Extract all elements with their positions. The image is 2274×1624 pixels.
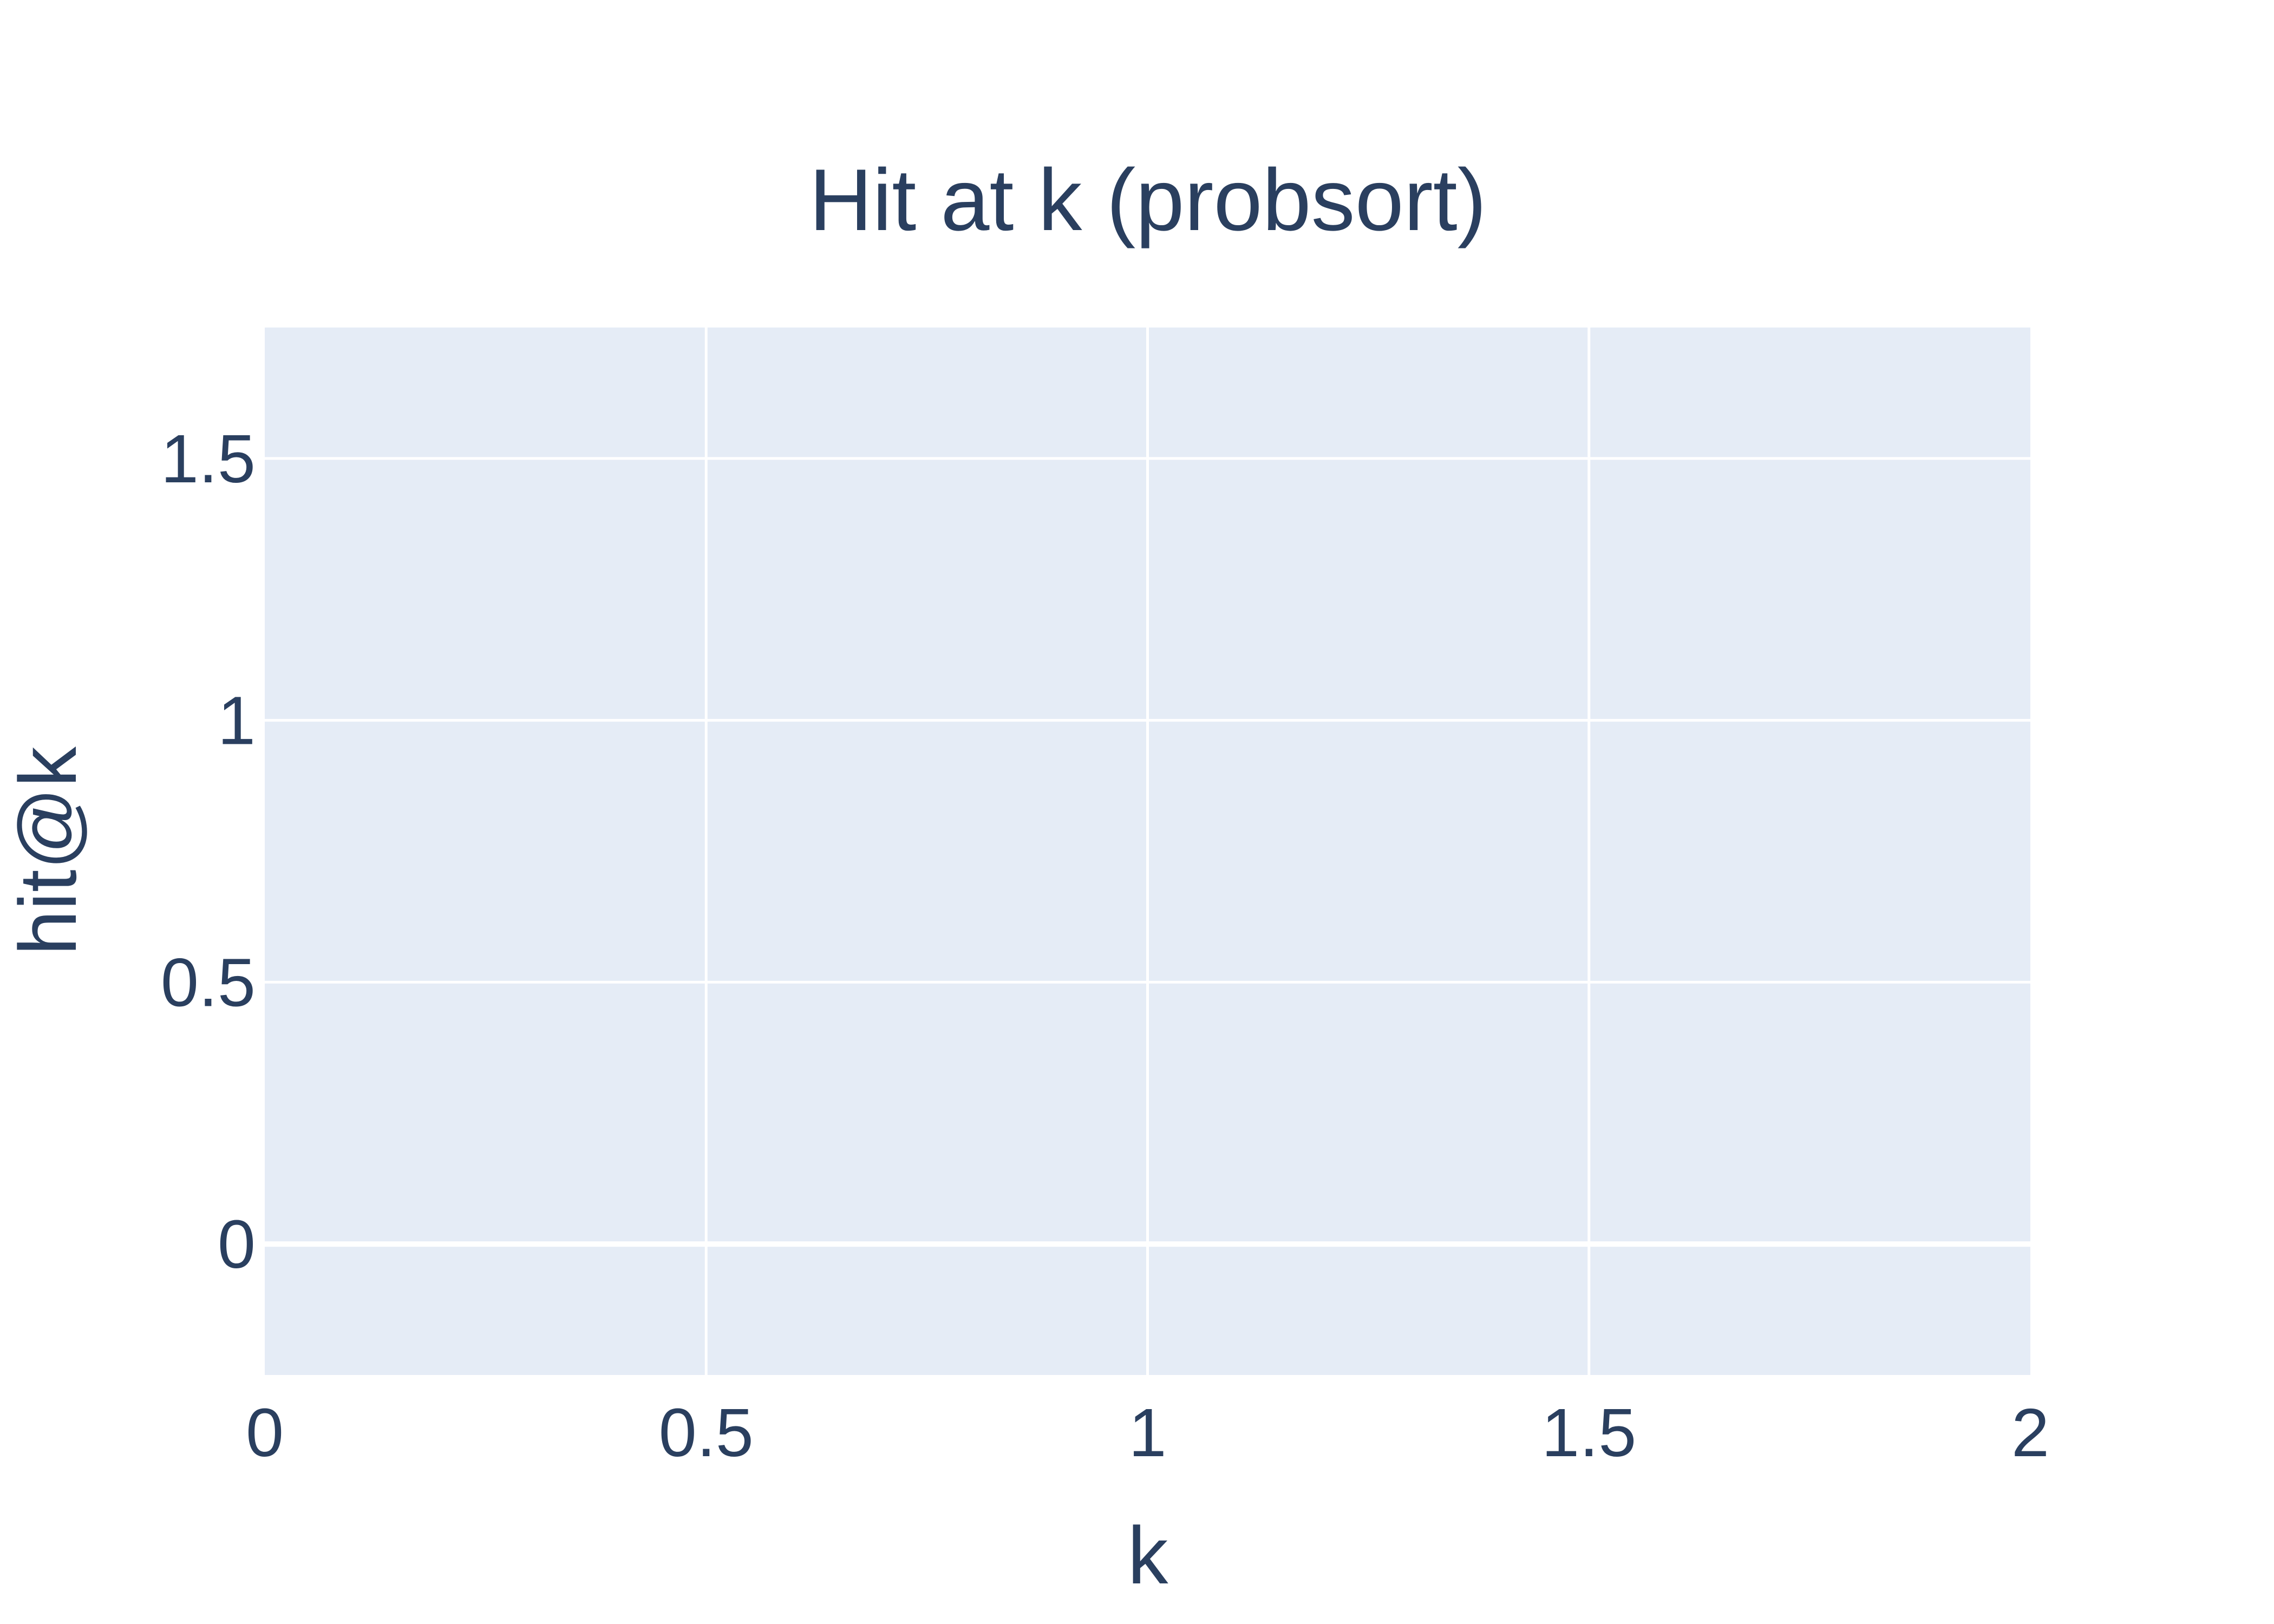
x-tick-label: 1 <box>1128 1394 1166 1471</box>
x-tick-label: 0 <box>246 1394 284 1471</box>
y-axis-title: hit@k <box>2 746 93 955</box>
chart-title: Hit at k (probsort) <box>809 151 1486 249</box>
x-tick-labels: 0 0.5 1 1.5 2 <box>246 1394 2049 1471</box>
y-tick-labels: 0 0.5 1 1.5 <box>161 421 256 1282</box>
y-tick-label: 0 <box>218 1206 256 1282</box>
y-tick-label: 0.5 <box>161 944 256 1020</box>
y-tick-label: 1 <box>218 683 256 759</box>
x-tick-label: 1.5 <box>1541 1394 1636 1471</box>
x-axis-title: k <box>1128 1510 1169 1601</box>
x-tick-label: 0.5 <box>659 1394 754 1471</box>
y-tick-label: 1.5 <box>161 421 256 497</box>
grid-lines <box>265 328 2030 1375</box>
x-tick-label: 2 <box>2011 1394 2049 1471</box>
